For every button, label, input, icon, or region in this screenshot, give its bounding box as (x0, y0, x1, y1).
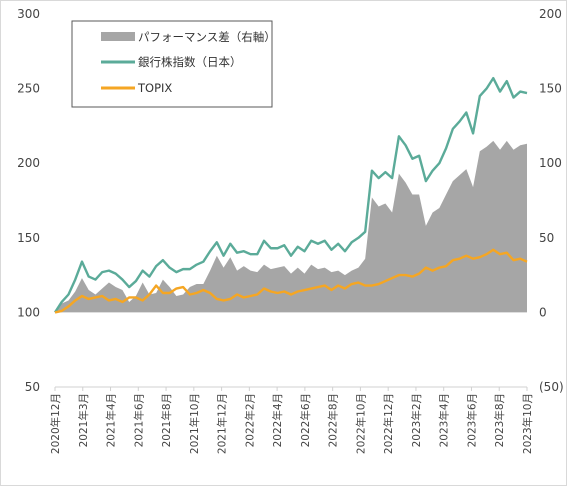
y-left-tick-label: 150 (17, 231, 40, 245)
x-tick-label: 2020年12月 (49, 393, 62, 454)
topix-line (54, 248, 528, 314)
legend-label-topix: TOPIX (137, 81, 172, 95)
bank-index-line (53, 76, 528, 314)
x-tick-label: 2023年8月 (493, 393, 506, 447)
x-tick-label: 2022年12月 (382, 393, 395, 454)
x-tick-label: 2023年2月 (410, 393, 423, 447)
y-left-tick-label: 250 (17, 82, 40, 96)
x-tick-label: 2022年8月 (327, 393, 340, 447)
performance-area-layer (55, 140, 527, 313)
x-tick-label: 2022年10月 (354, 393, 367, 454)
x-tick-label: 2022年2月 (243, 393, 256, 447)
y-right-tick-label: 50 (539, 231, 554, 245)
performance-area (55, 140, 527, 313)
y-right-tick-label: 200 (539, 7, 562, 21)
x-tick-label: 2023年4月 (438, 393, 451, 447)
legend-label-performance: パフォーマンス差（右軸） (138, 30, 276, 44)
x-axis-ticks: 2020年12月 2021年3月 2021年4月 2021年6月 2021年8月 2021… (49, 387, 534, 454)
line-layer (53, 76, 528, 314)
x-tick-label: 2021年8月 (160, 393, 173, 447)
x-tick-label: 2023年10月 (521, 393, 534, 454)
y-left-tick-label: 100 (17, 305, 40, 319)
x-tick-label: 2021年6月 (132, 393, 145, 447)
legend: パフォーマンス差（右軸） 銀行株指数（日本） TOPIX (71, 20, 276, 108)
legend-label-bank-index: 銀行株指数（日本） (138, 55, 242, 69)
x-tick-label: 2022年6月 (299, 393, 312, 447)
y-left-tick-label: 300 (17, 7, 40, 21)
y-left-tick-label: 200 (17, 156, 40, 170)
y-right-tick-label: (50) (539, 380, 564, 394)
x-tick-label: 2021年4月 (105, 393, 118, 447)
y-right-tick-label: 100 (539, 156, 562, 170)
y-right-tick-label: 150 (539, 82, 562, 96)
x-tick-label: 2023年6月 (465, 393, 478, 447)
x-tick-label: 2021年3月 (77, 393, 90, 447)
x-tick-label: 2021年12月 (216, 393, 229, 454)
x-tick-label: 2021年10月 (188, 393, 201, 454)
x-tick-label: 2022年4月 (271, 393, 284, 447)
y-right-tick-label: 0 (539, 305, 547, 319)
y-left-tick-label: 50 (25, 380, 40, 394)
legend-swatch-performance (101, 32, 135, 41)
y-axis-left-ticks: 50 100 150 200 250 300 (17, 7, 40, 394)
y-axis-right-ticks: (50) 0 50 100 150 200 (539, 7, 564, 394)
